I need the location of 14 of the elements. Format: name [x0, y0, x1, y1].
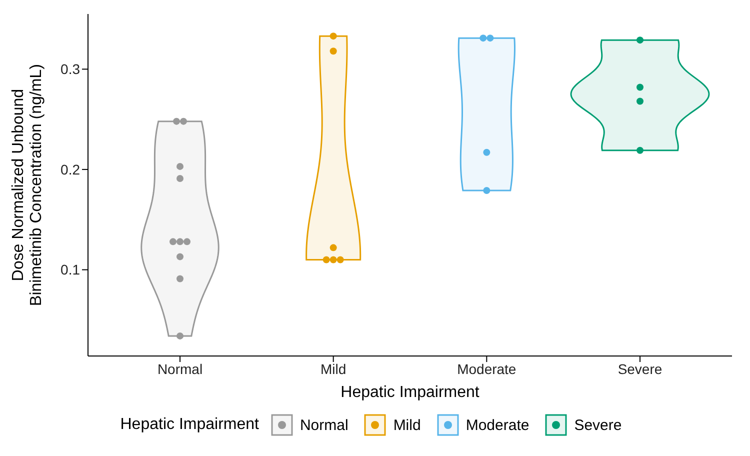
- x-axis-title: Hepatic Impairment: [340, 384, 480, 402]
- x-tick-label: Moderate: [457, 360, 516, 377]
- legend-label: Moderate: [466, 416, 530, 434]
- y-axis-title: Dose Normalized Unbound Binimetinib Concentration (ng/mL): [10, 63, 46, 308]
- y-tick-label: 0.3: [60, 61, 80, 78]
- x-tick-label: Mild: [320, 360, 346, 377]
- y-tick-label: 0.1: [60, 262, 80, 278]
- x-tick-label: Normal: [157, 360, 203, 377]
- x-tick-label: Severe: [618, 360, 662, 377]
- y-tick-label: 0.2: [60, 161, 80, 178]
- legend-label: Mild: [393, 416, 421, 434]
- legend-title: Hepatic Impairment: [120, 416, 259, 434]
- legend-label: Severe: [574, 416, 622, 434]
- legend-label: Normal: [300, 416, 348, 434]
